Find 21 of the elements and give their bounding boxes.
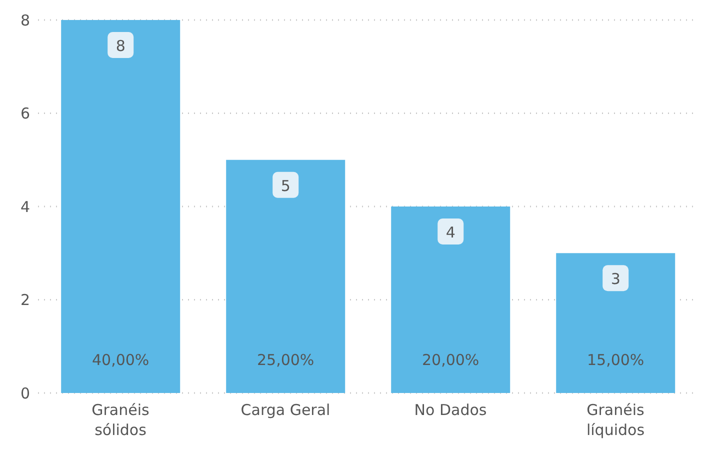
x-tick-label: Carga Geral [240,401,330,419]
x-tick-label: Granéis sólidos [92,401,150,439]
data-label: 3 [610,270,620,288]
annotation: 25,00% [257,351,314,369]
y-tick-label: 4 [20,198,30,216]
annotation: 15,00% [587,351,644,369]
bar [556,253,676,393]
data-label: 4 [446,224,456,242]
y-tick-label: 0 [20,384,30,402]
y-tick-label: 2 [20,291,30,310]
x-tick-label: No Dados [414,401,487,419]
bar [61,20,180,393]
annotation: 20,00% [422,351,480,369]
annotation: 40,00% [92,351,150,369]
y-tick-label: 8 [20,11,30,30]
bar [226,160,346,393]
data-label: 5 [280,176,290,195]
x-tick-label: Granéis líquidos [586,401,645,439]
data-label: 8 [116,37,126,55]
bar [391,206,510,393]
y-tick-label: 6 [20,104,30,123]
